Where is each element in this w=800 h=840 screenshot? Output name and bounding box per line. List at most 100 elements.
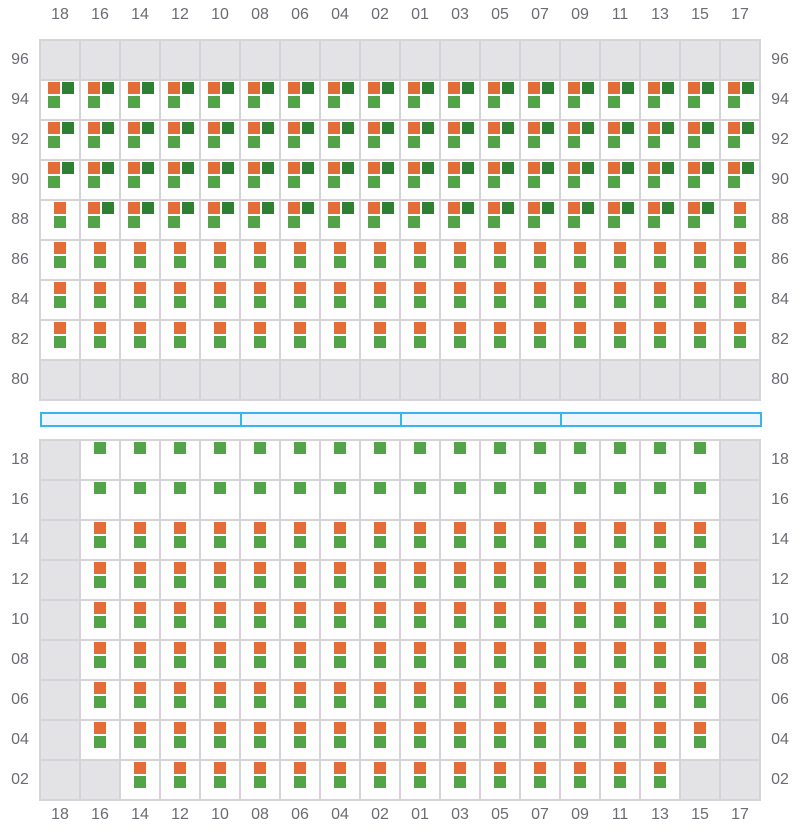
grid-cell[interactable] [561,521,599,559]
grid-cell[interactable] [281,321,319,359]
grid-cell[interactable] [721,121,759,159]
grid-cell[interactable] [481,521,519,559]
grid-cell[interactable] [161,241,199,279]
grid-cell[interactable] [361,521,399,559]
grid-cell[interactable] [641,121,679,159]
grid-cell[interactable] [401,641,439,679]
grid-cell[interactable] [321,201,359,239]
grid-cell[interactable] [481,721,519,759]
grid-cell[interactable] [641,201,679,239]
grid-cell[interactable] [161,521,199,559]
grid-cell[interactable] [281,441,319,479]
grid-cell[interactable] [681,281,719,319]
grid-cell[interactable] [481,281,519,319]
grid-cell[interactable] [401,721,439,759]
grid-cell[interactable] [281,81,319,119]
grid-cell[interactable] [121,761,159,799]
grid-cell[interactable] [441,161,479,199]
grid-cell[interactable] [281,481,319,519]
grid-cell[interactable] [321,161,359,199]
grid-cell[interactable] [161,561,199,599]
grid-cell[interactable] [481,561,519,599]
grid-cell[interactable] [681,201,719,239]
grid-cell[interactable] [361,321,399,359]
grid-cell[interactable] [361,641,399,679]
grid-cell[interactable] [241,481,279,519]
grid-cell[interactable] [321,681,359,719]
grid-cell[interactable] [81,161,119,199]
grid-cell[interactable] [81,721,119,759]
grid-cell[interactable] [161,681,199,719]
grid-cell[interactable] [81,321,119,359]
grid-cell[interactable] [641,681,679,719]
grid-cell[interactable] [361,241,399,279]
grid-cell[interactable] [561,681,599,719]
grid-cell[interactable] [681,241,719,279]
grid-cell[interactable] [121,121,159,159]
grid-cell[interactable] [641,81,679,119]
grid-cell[interactable] [161,441,199,479]
grid-cell[interactable] [321,721,359,759]
grid-cell[interactable] [681,521,719,559]
grid-cell[interactable] [121,481,159,519]
grid-cell[interactable] [521,161,559,199]
grid-cell[interactable] [321,601,359,639]
grid-cell[interactable] [81,561,119,599]
grid-cell[interactable] [161,641,199,679]
divider-segment[interactable] [40,412,242,427]
grid-cell[interactable] [721,281,759,319]
grid-cell[interactable] [121,201,159,239]
grid-cell[interactable] [81,81,119,119]
grid-cell[interactable] [721,81,759,119]
grid-cell[interactable] [481,321,519,359]
grid-cell[interactable] [481,81,519,119]
grid-cell[interactable] [81,201,119,239]
grid-cell[interactable] [201,641,239,679]
grid-cell[interactable] [481,601,519,639]
grid-cell[interactable] [561,121,599,159]
grid-cell[interactable] [441,721,479,759]
grid-cell[interactable] [401,321,439,359]
grid-cell[interactable] [561,201,599,239]
grid-cell[interactable] [561,81,599,119]
grid-cell[interactable] [281,281,319,319]
grid-cell[interactable] [401,761,439,799]
grid-cell[interactable] [681,481,719,519]
grid-cell[interactable] [641,521,679,559]
grid-cell[interactable] [201,121,239,159]
grid-cell[interactable] [281,201,319,239]
grid-cell[interactable] [601,521,639,559]
grid-cell[interactable] [281,561,319,599]
grid-cell[interactable] [641,281,679,319]
grid-cell[interactable] [481,121,519,159]
grid-cell[interactable] [601,121,639,159]
grid-cell[interactable] [441,281,479,319]
grid-cell[interactable] [281,121,319,159]
grid-cell[interactable] [41,321,79,359]
grid-cell[interactable] [561,241,599,279]
grid-cell[interactable] [601,241,639,279]
grid-cell[interactable] [601,481,639,519]
grid-cell[interactable] [281,521,319,559]
grid-cell[interactable] [361,121,399,159]
grid-cell[interactable] [521,521,559,559]
grid-cell[interactable] [521,561,559,599]
grid-cell[interactable] [561,641,599,679]
grid-cell[interactable] [561,561,599,599]
grid-cell[interactable] [161,121,199,159]
grid-cell[interactable] [201,681,239,719]
grid-cell[interactable] [201,721,239,759]
grid-cell[interactable] [81,601,119,639]
grid-cell[interactable] [201,761,239,799]
grid-cell[interactable] [241,681,279,719]
grid-cell[interactable] [561,761,599,799]
grid-cell[interactable] [41,161,79,199]
grid-cell[interactable] [601,681,639,719]
grid-cell[interactable] [481,641,519,679]
grid-cell[interactable] [441,761,479,799]
grid-cell[interactable] [481,481,519,519]
grid-cell[interactable] [681,561,719,599]
grid-cell[interactable] [721,201,759,239]
grid-cell[interactable] [441,121,479,159]
grid-cell[interactable] [401,281,439,319]
